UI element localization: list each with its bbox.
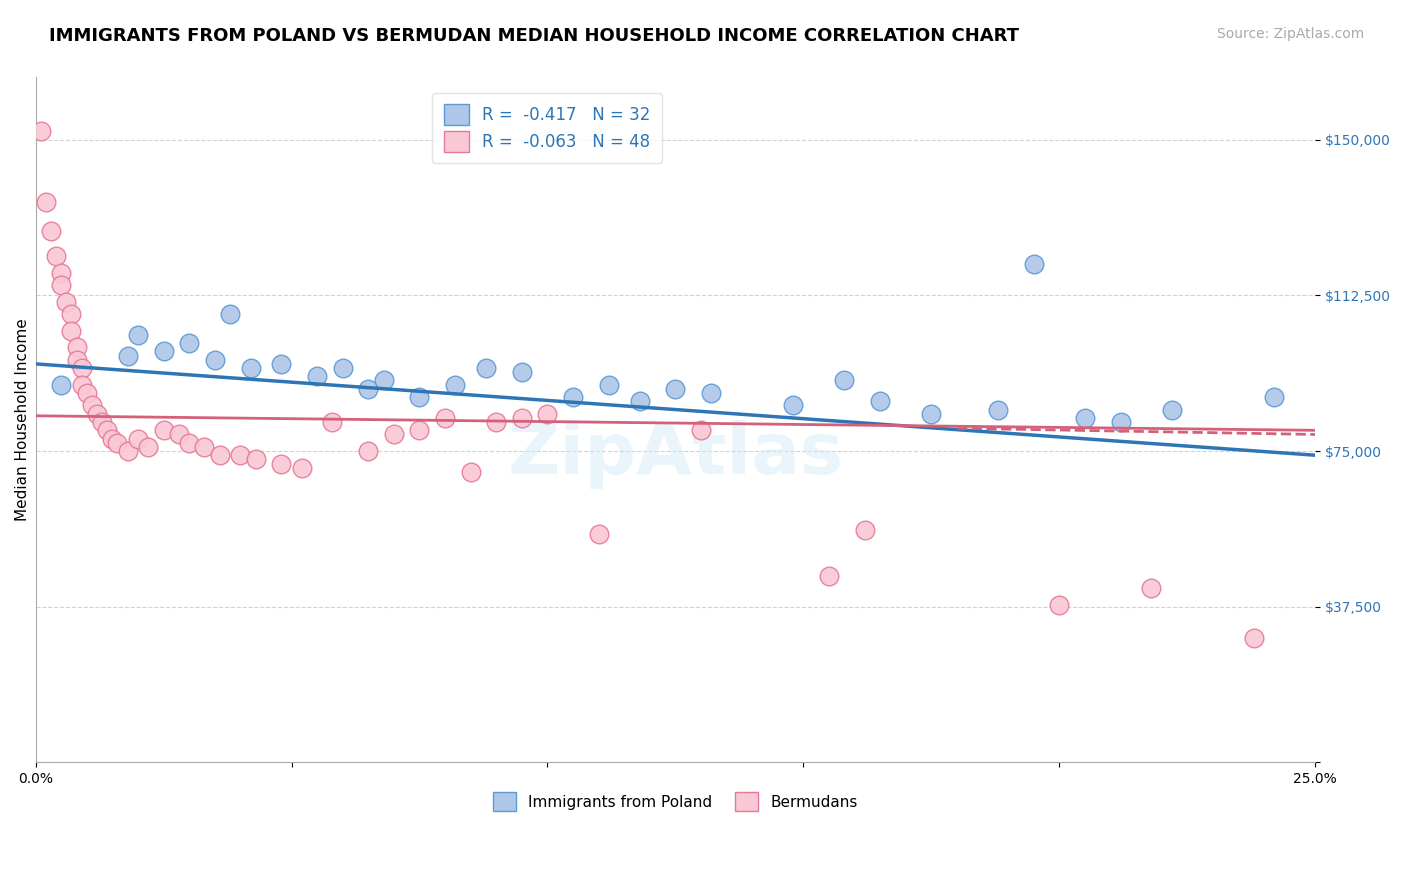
Point xyxy=(49,278,72,293)
Point xyxy=(987,402,1010,417)
Point xyxy=(70,377,93,392)
Y-axis label: Median Household Income: Median Household Income xyxy=(15,318,30,521)
Point xyxy=(444,377,467,392)
Point xyxy=(1243,631,1265,645)
Point xyxy=(39,224,62,238)
Point xyxy=(30,124,52,138)
Point xyxy=(321,415,343,429)
Point xyxy=(460,465,482,479)
Point xyxy=(664,382,686,396)
Point xyxy=(45,249,67,263)
Point xyxy=(136,440,159,454)
Point xyxy=(598,377,620,392)
Point xyxy=(834,374,856,388)
Legend: Immigrants from Poland, Bermudans: Immigrants from Poland, Bermudans xyxy=(481,780,870,823)
Point xyxy=(408,390,430,404)
Point xyxy=(49,266,72,280)
Point xyxy=(818,568,841,582)
Point xyxy=(373,374,395,388)
Point xyxy=(307,369,329,384)
Point xyxy=(229,448,252,462)
Point xyxy=(1047,598,1070,612)
Point xyxy=(434,410,457,425)
Point xyxy=(357,444,380,458)
Point xyxy=(65,352,87,367)
Point xyxy=(510,410,533,425)
Point xyxy=(1074,410,1097,425)
Point xyxy=(408,423,430,437)
Point xyxy=(291,460,314,475)
Point xyxy=(70,361,93,376)
Point xyxy=(152,423,174,437)
Point xyxy=(60,307,83,321)
Point xyxy=(55,294,77,309)
Point xyxy=(167,427,190,442)
Point xyxy=(219,307,242,321)
Point xyxy=(628,394,651,409)
Text: Source: ZipAtlas.com: Source: ZipAtlas.com xyxy=(1216,27,1364,41)
Point xyxy=(1161,402,1184,417)
Point xyxy=(245,452,267,467)
Point xyxy=(332,361,354,376)
Text: ZipAtlas: ZipAtlas xyxy=(508,420,844,489)
Point xyxy=(485,415,508,429)
Point xyxy=(193,440,215,454)
Point xyxy=(179,435,201,450)
Point xyxy=(179,336,201,351)
Point xyxy=(86,407,108,421)
Text: IMMIGRANTS FROM POLAND VS BERMUDAN MEDIAN HOUSEHOLD INCOME CORRELATION CHART: IMMIGRANTS FROM POLAND VS BERMUDAN MEDIA… xyxy=(49,27,1019,45)
Point xyxy=(869,394,891,409)
Point xyxy=(536,407,558,421)
Point xyxy=(1022,257,1045,271)
Point xyxy=(60,324,83,338)
Point xyxy=(80,398,103,412)
Point xyxy=(96,423,118,437)
Point xyxy=(1263,390,1285,404)
Point xyxy=(107,435,129,450)
Point xyxy=(35,194,58,209)
Point xyxy=(91,415,114,429)
Point xyxy=(101,432,124,446)
Point xyxy=(239,361,262,376)
Point xyxy=(152,344,174,359)
Point xyxy=(76,386,98,401)
Point xyxy=(127,327,149,342)
Point xyxy=(65,340,87,354)
Point xyxy=(382,427,405,442)
Point xyxy=(475,361,498,376)
Point xyxy=(510,365,533,379)
Point xyxy=(853,523,876,537)
Point xyxy=(117,349,139,363)
Point xyxy=(357,382,380,396)
Point xyxy=(920,407,942,421)
Point xyxy=(204,352,226,367)
Point xyxy=(700,386,723,401)
Point xyxy=(208,448,231,462)
Point xyxy=(270,357,292,371)
Point xyxy=(1140,581,1163,595)
Point xyxy=(588,527,610,541)
Point xyxy=(49,377,72,392)
Point xyxy=(127,432,149,446)
Point xyxy=(1109,415,1132,429)
Point xyxy=(690,423,713,437)
Point xyxy=(117,444,139,458)
Point xyxy=(562,390,585,404)
Point xyxy=(270,457,292,471)
Point xyxy=(782,398,804,412)
